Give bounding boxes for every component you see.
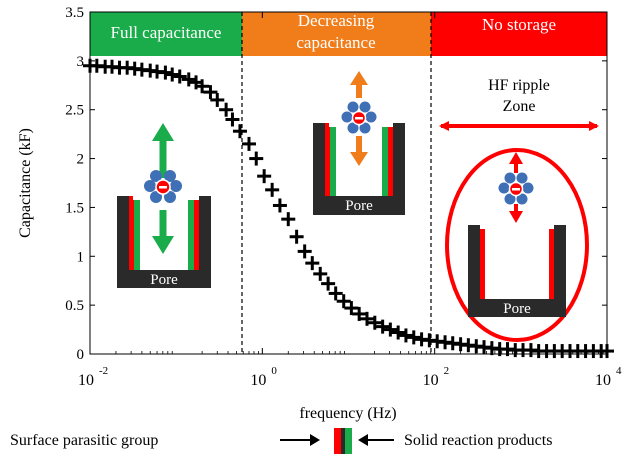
legend-right-arrowhead <box>358 434 368 446</box>
pore-illustration-nostorage: Pore <box>445 148 589 342</box>
data-point <box>203 85 218 100</box>
data-point <box>289 229 304 244</box>
x-tick-label: 10 <box>595 372 611 389</box>
y-tick-label: 1 <box>77 249 85 265</box>
legend-left-text: Surface parasitic group <box>10 432 158 449</box>
x-tick-exponent: 0 <box>271 365 277 377</box>
hf-ripple-label-2: Zone <box>503 98 536 115</box>
data-point <box>265 182 280 197</box>
data-point <box>328 286 343 301</box>
data-point <box>241 136 256 151</box>
x-tick-exponent: 2 <box>444 365 450 377</box>
y-tick-label: 0 <box>77 347 85 363</box>
data-point <box>297 244 312 259</box>
data-point <box>406 330 421 345</box>
data-point <box>272 198 287 213</box>
y-tick-label: 3 <box>77 54 85 70</box>
legend: Surface parasitic group Solid reaction p… <box>10 428 552 454</box>
data-point <box>600 344 614 359</box>
zone-band-nostorage <box>431 12 607 56</box>
y-axis-label: Capacitance (kF) <box>17 128 34 238</box>
hf-zone-ellipse <box>445 148 589 342</box>
data-point <box>360 311 375 326</box>
data-point <box>165 67 180 82</box>
data-point <box>219 102 234 117</box>
data-point <box>232 124 247 139</box>
data-point <box>181 72 196 87</box>
hf-ripple-annotation: HF ripple Zone <box>439 77 599 131</box>
zone-label-decreasing-1: Decreasing <box>298 11 375 30</box>
data-point <box>313 266 328 281</box>
zone-band-decreasing <box>242 12 431 56</box>
x-tick-label: 10 <box>78 372 94 389</box>
x-tick-label: 10 <box>250 372 266 389</box>
x-axis-label: frequency (Hz) <box>299 405 396 422</box>
pore-label: Pore <box>503 301 531 317</box>
legend-left-arrowhead <box>310 434 320 446</box>
data-point <box>158 65 173 80</box>
legend-swatch-divider <box>341 428 345 454</box>
data-point <box>352 306 367 321</box>
data-series <box>83 58 614 359</box>
y-tick-label: 3.5 <box>65 5 84 21</box>
pore-label: Pore <box>150 272 178 288</box>
data-point <box>344 301 359 316</box>
zone-label-nostorage: No storage <box>482 15 556 34</box>
pore-illustration-full: Pore <box>117 123 211 288</box>
plot-frame <box>89 11 608 355</box>
y-tick-label: 2 <box>77 152 85 168</box>
zone-bands: Full capacitance Decreasing capacitance … <box>90 11 607 56</box>
data-point <box>321 276 336 291</box>
data-point <box>367 315 382 330</box>
ion-cluster-icon <box>144 170 182 203</box>
data-point <box>305 256 320 271</box>
zone-band-full <box>90 12 242 56</box>
y-axis: 0 0.5 1 1.5 2 2.5 3 3.5 <box>65 5 607 363</box>
y-tick-label: 1.5 <box>65 200 84 216</box>
data-point <box>195 79 210 94</box>
data-point <box>336 294 351 309</box>
data-point <box>375 319 390 334</box>
x-tick-label: 10 <box>423 372 439 389</box>
data-point <box>391 325 406 340</box>
pore-label: Pore <box>345 198 373 214</box>
zone-label-decreasing-2: capacitance <box>296 33 375 52</box>
y-tick-label: 0.5 <box>65 298 84 314</box>
y-tick-label: 2.5 <box>65 103 84 119</box>
ion-cluster-icon <box>341 101 377 134</box>
data-point <box>249 151 264 166</box>
legend-swatch-surface <box>334 428 341 454</box>
zone-label-full: Full capacitance <box>111 23 222 42</box>
hf-ripple-label-1: HF ripple <box>488 77 550 94</box>
data-point <box>225 112 240 127</box>
data-point <box>257 169 272 184</box>
ion-cluster-icon <box>498 172 534 205</box>
data-point <box>210 92 225 107</box>
legend-swatch-reaction <box>345 428 352 454</box>
legend-right-text: Solid reaction products <box>404 432 552 449</box>
data-point <box>281 212 296 227</box>
pore-illustration-decreasing: Pore <box>313 71 405 215</box>
x-tick-exponent: -2 <box>99 365 108 377</box>
data-point <box>398 328 413 343</box>
x-tick-exponent: 4 <box>616 365 622 377</box>
data-point <box>383 322 398 337</box>
data-point <box>172 69 187 84</box>
